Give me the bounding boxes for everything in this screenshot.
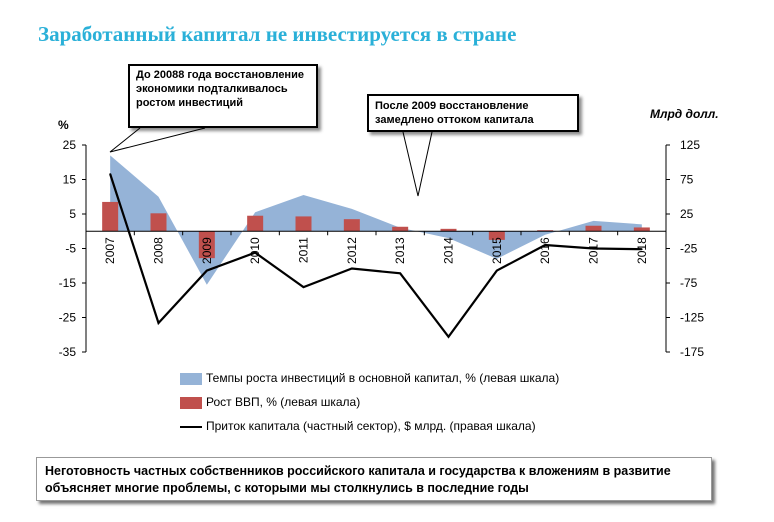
gdp-bar-2014 <box>440 228 457 232</box>
capital-flow-point-2008 <box>157 322 160 324</box>
right-tick-label: 75 <box>680 173 694 187</box>
investment-area-layer <box>110 155 642 285</box>
gdp-bar-2010 <box>247 215 264 232</box>
gdp-bar-2013 <box>392 226 409 232</box>
gdp-bar-2015 <box>488 231 505 240</box>
callout-capital-outflow: После 2009 восстановление замедлено отто… <box>367 94 579 132</box>
legend-item-capital-flow: Приток капитала (частный сектор), $ млрд… <box>180 418 536 434</box>
legend-item-investment: Темпы роста инвестиций в основной капита… <box>180 370 559 386</box>
category-label-2012: 2012 <box>345 237 359 264</box>
callout-pointers <box>109 127 433 197</box>
right-axis-unit: Млрд долл. <box>650 107 719 121</box>
capital-flow-line <box>109 173 642 339</box>
category-label-2007: 2007 <box>103 237 117 264</box>
category-label-2011: 2011 <box>297 237 311 263</box>
legend-label-capital-flow: Приток капитала (частный сектор), $ млрд… <box>206 419 536 433</box>
category-label-2017: 2017 <box>587 237 601 264</box>
left-tick-label: -25 <box>59 311 77 325</box>
category-label-2018: 2018 <box>635 237 649 264</box>
legend-label-investment: Темпы роста инвестиций в основной капита… <box>206 371 560 385</box>
gdp-bar-2009 <box>198 231 215 259</box>
capital-flow-point-2016 <box>544 244 546 246</box>
category-label-2014: 2014 <box>442 237 456 264</box>
left-axis-unit: % <box>58 118 69 132</box>
gdp-bar-2012 <box>343 219 360 232</box>
capital-flow-point-2009 <box>206 269 208 272</box>
capital-flow-point-2007 <box>109 173 111 175</box>
gdp-bar-2016 <box>537 230 554 232</box>
right-tick-label: -175 <box>680 345 704 359</box>
capital-flow-point-2018 <box>641 248 643 250</box>
capital-flow-point-2012 <box>351 267 353 270</box>
left-tick-label: 25 <box>63 138 77 152</box>
category-label-2013: 2013 <box>393 237 407 264</box>
legend-swatch-capital-flow <box>180 425 202 428</box>
left-tick-label: 15 <box>63 173 77 187</box>
investment-area <box>110 155 642 285</box>
capital-flow-point-2010 <box>254 251 256 254</box>
gdp-bar-2008 <box>150 213 167 232</box>
gdp-bar-2011 <box>295 216 312 232</box>
axes-layer: 25 15 5 -5 -15 -25 -35 125 75 25 -25 -75 -125 -175 200… <box>59 138 705 359</box>
gdp-bar-layer <box>102 201 650 259</box>
capital-flow-point-2014 <box>447 336 450 338</box>
legend-label-gdp: Рост ВВП, % (левая шкала) <box>206 395 361 409</box>
gdp-bar-2007 <box>102 201 119 232</box>
right-tick-label: 125 <box>680 138 700 152</box>
gdp-bar-2018 <box>633 227 650 232</box>
capital-flow-line-layer <box>109 173 643 339</box>
capital-flow-point-2017 <box>592 247 595 250</box>
category-label-2010: 2010 <box>248 237 262 264</box>
right-tick-label: 25 <box>680 207 694 221</box>
legend-item-gdp: Рост ВВП, % (левая шкала) <box>180 394 360 410</box>
right-tick-label: -125 <box>680 311 704 325</box>
capital-flow-point-2013 <box>399 272 401 275</box>
callout-2-pointer <box>402 131 433 197</box>
legend-swatch-gdp <box>180 396 202 409</box>
right-tick-label: -75 <box>680 276 698 290</box>
category-label-2016: 2016 <box>538 237 552 264</box>
footer-conclusion: Неготовность частных собственников росси… <box>36 457 712 501</box>
page-title: Заработанный капитал не инвестируется в … <box>38 22 517 46</box>
right-tick-label: -25 <box>680 242 698 256</box>
gdp-bar-2017 <box>585 225 602 232</box>
left-tick-label: -35 <box>59 345 77 359</box>
callout-investment-growth: До 20088 года восстановление экономики п… <box>128 64 318 128</box>
capital-flow-point-2015 <box>496 269 498 272</box>
capital-flow-point-2011 <box>302 286 305 288</box>
callout-1-pointer <box>109 127 206 153</box>
category-label-2015: 2015 <box>490 237 504 264</box>
category-label-2009: 2009 <box>200 237 214 264</box>
left-tick-label: -5 <box>65 242 76 256</box>
category-label-2008: 2008 <box>152 237 166 264</box>
left-tick-label: 5 <box>69 207 76 221</box>
left-tick-label: -15 <box>59 276 77 290</box>
legend-swatch-investment <box>180 372 202 385</box>
